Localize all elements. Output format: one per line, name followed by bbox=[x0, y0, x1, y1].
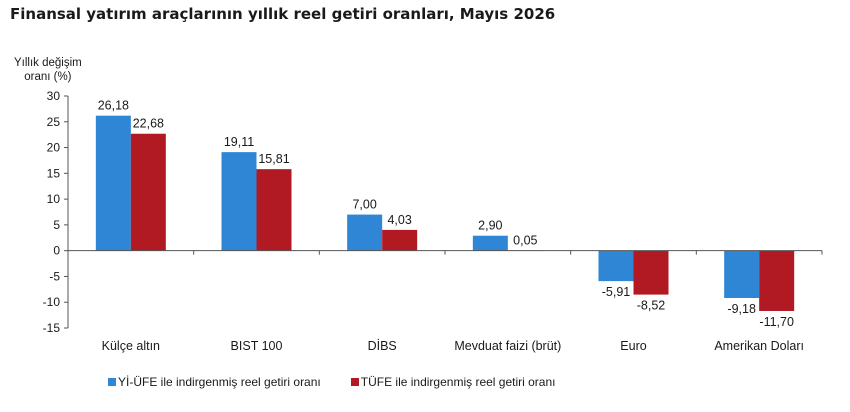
data-label-series-2: 4,03 bbox=[387, 213, 411, 227]
y-tick-label: -10 bbox=[43, 295, 61, 309]
data-label-series-1: 7,00 bbox=[352, 198, 376, 212]
legend-swatch-series-1 bbox=[108, 378, 116, 386]
x-tick-label: BIST 100 bbox=[231, 339, 283, 353]
y-tick-label: 0 bbox=[53, 244, 60, 258]
y-tick-label: -5 bbox=[49, 269, 60, 283]
bar-series-1 bbox=[598, 250, 634, 282]
bar-series-1 bbox=[95, 115, 131, 251]
data-label-series-2: 15,81 bbox=[258, 152, 289, 166]
y-tick-label: -15 bbox=[43, 321, 61, 335]
legend-label-series-1: Yİ-ÜFE ile indirgenmiş reel getiri oranı bbox=[118, 375, 321, 389]
legend-item-series-1: Yİ-ÜFE ile indirgenmiş reel getiri oranı bbox=[108, 375, 321, 389]
bar-series-1 bbox=[724, 250, 760, 298]
data-label-series-2: -11,70 bbox=[759, 315, 794, 329]
data-label-series-1: -5,91 bbox=[602, 285, 631, 299]
y-axis-label-line2: oranı (%) bbox=[24, 71, 72, 83]
x-tick-label: Amerikan Doları bbox=[714, 339, 804, 353]
chart-title: Finansal yatırım araçlarının yıllık reel… bbox=[10, 5, 556, 23]
bar-series-2 bbox=[130, 133, 166, 251]
y-axis-label-line1: Yıllık değişim bbox=[14, 57, 82, 69]
data-label-series-1: -9,18 bbox=[727, 302, 756, 316]
y-tick-label: 10 bbox=[47, 192, 61, 206]
bar-series-2 bbox=[633, 250, 669, 295]
x-tick-label: Euro bbox=[620, 339, 646, 353]
data-label-series-2: -8,52 bbox=[637, 299, 666, 313]
y-axis-label: Yıllık değişim oranı (%) bbox=[14, 56, 82, 84]
data-label-series-2: 22,68 bbox=[133, 117, 164, 131]
data-label-series-1: 19,11 bbox=[224, 135, 254, 149]
bar-series-2 bbox=[256, 169, 292, 251]
y-tick-label: 5 bbox=[53, 218, 60, 232]
bar-series-1 bbox=[221, 152, 257, 251]
y-tick-label: 25 bbox=[47, 115, 61, 129]
x-tick-label: Külçe altın bbox=[102, 339, 160, 353]
legend-label-series-2: TÜFE ile indirgenmiş reel getiri oranı bbox=[360, 375, 556, 389]
y-tick-label: 20 bbox=[47, 141, 61, 155]
legend-swatch-series-2 bbox=[350, 378, 359, 386]
x-tick-label: Mevduat faizi (brüt) bbox=[454, 339, 561, 353]
y-tick-label: 15 bbox=[47, 166, 61, 180]
data-label-series-1: 2,90 bbox=[478, 219, 502, 233]
y-tick-label: 30 bbox=[47, 89, 61, 103]
bar-series-2 bbox=[759, 250, 795, 311]
x-tick-label: DİBS bbox=[368, 339, 397, 353]
legend: Yİ-ÜFE ile indirgenmiş reel getiri oranı… bbox=[108, 375, 556, 389]
data-label-series-2: 0,05 bbox=[513, 233, 537, 247]
bar-series-1 bbox=[472, 235, 508, 251]
legend-item-series-2: TÜFE ile indirgenmiş reel getiri oranı bbox=[350, 375, 556, 389]
bar-series-1 bbox=[347, 214, 383, 251]
bar-series-2 bbox=[382, 229, 418, 251]
data-label-series-1: 26,18 bbox=[98, 99, 129, 113]
